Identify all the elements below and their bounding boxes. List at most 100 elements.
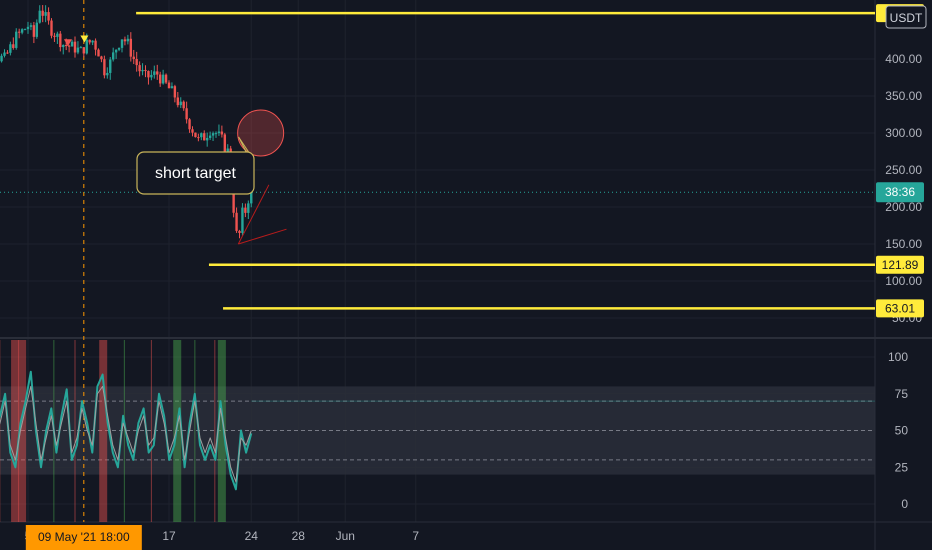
trend-line[interactable] [238, 228, 287, 245]
candle [3, 52, 6, 56]
drawings[interactable]: short target [136, 109, 287, 245]
candle [170, 86, 174, 89]
horizontal-levels[interactable] [136, 11, 875, 310]
candle [200, 133, 203, 138]
price-tick-label: 200.00 [885, 200, 922, 214]
candle [153, 71, 156, 75]
candle [6, 52, 9, 54]
time-axis[interactable]: 5172428Jun709 May '21 18:00 [25, 525, 420, 550]
candle [250, 188, 253, 204]
candle [100, 56, 103, 60]
candle [247, 203, 250, 213]
candle [44, 12, 47, 16]
candle [161, 74, 165, 84]
callout-box[interactable] [136, 151, 255, 195]
candle [64, 44, 68, 46]
trend-line[interactable] [237, 184, 270, 245]
candle [114, 49, 118, 53]
candle [173, 86, 177, 98]
candle [47, 12, 50, 21]
candle [185, 108, 188, 120]
oscillator-line[interactable] [0, 385, 252, 483]
candle [191, 129, 194, 133]
time-tick-label: 7 [412, 529, 419, 543]
callout-text: short target [155, 165, 236, 182]
cursor-time-label: 09 May '21 18:00 [38, 530, 130, 544]
time-tick-label: 17 [162, 529, 176, 543]
candle [67, 45, 71, 47]
candle [85, 39, 88, 54]
candle [214, 133, 218, 135]
candle [241, 207, 244, 233]
candle [203, 133, 206, 141]
last-price-label: 38:36 [885, 185, 915, 199]
candle [223, 134, 227, 152]
candle [70, 41, 74, 47]
candle [17, 31, 21, 33]
candle [244, 207, 247, 213]
candle [79, 47, 83, 49]
oscillator-tick-label: 50 [895, 424, 909, 438]
candle [167, 82, 171, 89]
oscillator-tick-label: 25 [895, 460, 909, 474]
candle [62, 44, 65, 48]
cursor-time-badge[interactable] [25, 525, 142, 550]
price-axis[interactable]: 400.00 350.00 300.00 250.00 200.00 150.00 100.… [876, 4, 927, 511]
level-badge[interactable] [876, 255, 924, 274]
level-badge-label: 63.01 [885, 301, 915, 315]
candle [208, 135, 212, 138]
candle [164, 74, 168, 83]
candle [117, 47, 121, 50]
price-tick-label: 150.00 [885, 237, 922, 251]
candle [132, 56, 135, 60]
candle [111, 52, 115, 60]
candle [138, 65, 141, 72]
price-tick-label: 400.00 [885, 52, 922, 66]
candle [194, 132, 197, 138]
time-tick-label: 28 [292, 529, 306, 543]
highlight-zone [217, 340, 226, 522]
candle [235, 212, 238, 231]
time-tick-label: Jun [336, 529, 355, 543]
candle [20, 29, 24, 33]
candle [188, 119, 191, 130]
price-tick-label: 100.00 [885, 274, 922, 288]
candle [197, 137, 200, 139]
candle [88, 39, 91, 43]
signal-arrow-icon [80, 35, 89, 43]
candle [0, 55, 3, 62]
level-badge[interactable] [876, 299, 924, 318]
candle [147, 70, 150, 78]
candle [238, 230, 241, 233]
candle [73, 41, 77, 53]
candle [158, 74, 162, 84]
candle [97, 49, 100, 57]
candle [123, 39, 127, 42]
candle [32, 25, 36, 37]
candle [182, 101, 185, 109]
signal-arrow-icon [63, 39, 72, 47]
candle [226, 148, 229, 152]
candle [12, 44, 15, 48]
oscillator-line[interactable] [0, 370, 253, 491]
highlight-zone [18, 340, 27, 522]
candle [220, 131, 224, 135]
time-tick-label: 24 [245, 529, 259, 543]
candle [26, 26, 30, 30]
oscillator-series[interactable] [0, 370, 875, 491]
candle [29, 25, 33, 27]
last-price-badge[interactable] [876, 182, 924, 203]
candle [141, 69, 144, 72]
candle [109, 59, 112, 73]
candle [41, 10, 44, 16]
candle [91, 40, 94, 43]
currency-button[interactable] [885, 5, 927, 29]
target-circle[interactable] [237, 109, 285, 157]
candle [144, 69, 147, 71]
highlight-zone [99, 340, 108, 522]
candle [126, 38, 130, 42]
price-tick-label: 250.00 [885, 163, 922, 177]
candle [56, 33, 59, 37]
candle [82, 47, 86, 54]
